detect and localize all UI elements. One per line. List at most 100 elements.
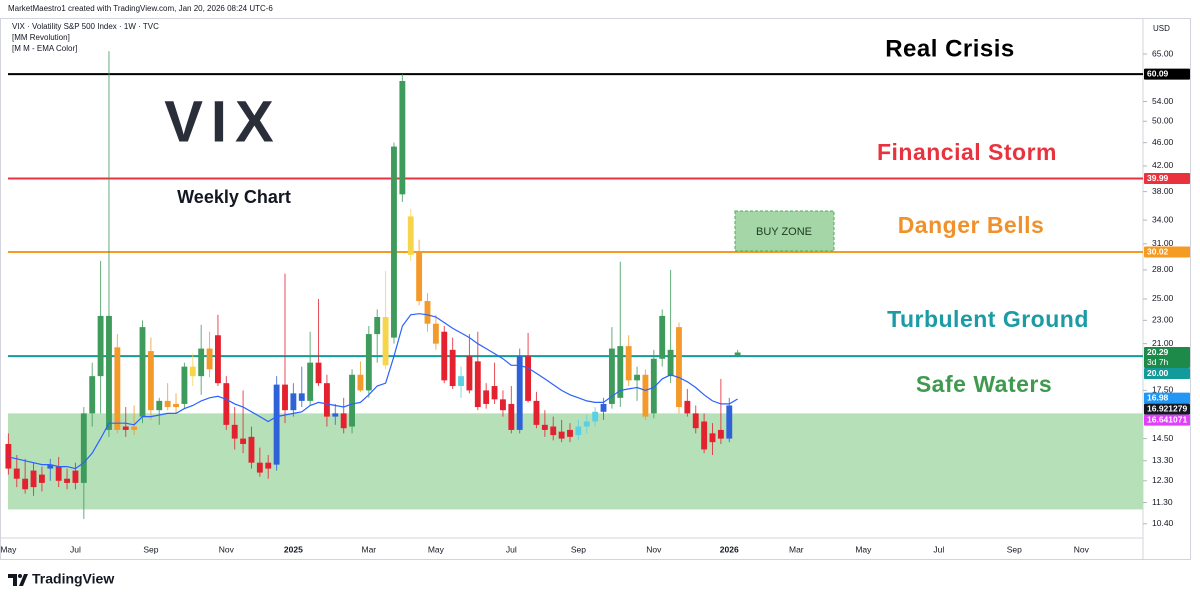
candle-body xyxy=(156,400,163,411)
currency: USD xyxy=(1153,24,1170,33)
y-tick-label: 10.40 xyxy=(1152,518,1174,528)
candle-body xyxy=(659,315,666,359)
candle-body xyxy=(634,374,640,381)
y-tick-label: 12.30 xyxy=(1152,475,1174,485)
candle-body xyxy=(290,393,297,411)
candle-body xyxy=(684,400,691,414)
candle-body xyxy=(491,386,498,400)
price-tag-label: 16.641071 xyxy=(1147,415,1187,425)
candle-body xyxy=(265,462,272,469)
y-tick-label: 11.30 xyxy=(1152,497,1173,507)
candle-body xyxy=(567,429,573,437)
candle-body xyxy=(424,301,431,324)
brand-logo xyxy=(8,574,28,586)
x-tick-label: Sep xyxy=(1007,544,1022,554)
candle-body xyxy=(709,433,716,443)
frame xyxy=(0,18,1191,560)
candle-body xyxy=(89,376,96,414)
candle-body xyxy=(692,413,699,429)
x-tick-label: Nov xyxy=(219,544,235,554)
indicator-name: [MM Revolution] xyxy=(12,33,70,42)
candle-body xyxy=(231,424,238,439)
candle-body xyxy=(80,413,87,483)
candle-body xyxy=(106,315,112,430)
candle-body xyxy=(122,426,129,430)
candle-body xyxy=(198,348,205,377)
candle-body xyxy=(206,348,213,370)
candle-body xyxy=(432,323,439,344)
y-tick-label: 25.00 xyxy=(1152,293,1174,303)
price-tag xyxy=(1144,392,1190,404)
candle-body xyxy=(30,470,37,488)
price-tag-label: 30.02 xyxy=(1147,246,1169,256)
countdown: 3d 7h xyxy=(1147,357,1169,367)
ema-line xyxy=(8,313,738,470)
candle-body xyxy=(5,443,12,469)
x-tick-label: Nov xyxy=(646,544,662,554)
candle-body xyxy=(583,421,590,427)
x-tick-label: 2025 xyxy=(284,544,303,554)
candle-body xyxy=(340,413,347,429)
candle-body xyxy=(466,356,473,391)
candle-body xyxy=(38,474,45,483)
zone-annotation: Real Crisis xyxy=(885,35,1015,62)
candle-body xyxy=(332,413,339,417)
price-tag xyxy=(1144,173,1190,185)
x-tick-label: Jul xyxy=(70,544,81,554)
candle-body xyxy=(114,347,121,430)
candle-body xyxy=(164,400,171,408)
candle-body xyxy=(215,335,221,384)
plot-area xyxy=(5,51,1143,519)
candle-body xyxy=(315,362,322,384)
x-tick-label: May xyxy=(428,544,445,554)
candle-body xyxy=(500,399,506,411)
candle-body xyxy=(608,348,615,404)
candle-body xyxy=(382,317,389,366)
candle-body xyxy=(734,352,741,357)
candle-body xyxy=(642,374,649,417)
candle-body xyxy=(474,361,481,408)
buy-zone-label: BUY ZONE xyxy=(756,226,812,238)
price-tag-label: 20.29 xyxy=(1147,347,1169,357)
candle-body xyxy=(600,403,607,412)
price-tag-label: 39.99 xyxy=(1147,173,1169,183)
indicator-name: [M M - EMA Color] xyxy=(12,44,77,53)
candle-body xyxy=(575,426,582,436)
price-tag xyxy=(1144,246,1190,258)
x-tick-label: May xyxy=(855,544,872,554)
x-tick-label: 2026 xyxy=(720,544,739,554)
price-tag-label: 60.09 xyxy=(1147,69,1169,79)
candle-body xyxy=(533,400,540,425)
candle-body xyxy=(55,466,62,481)
candle-body xyxy=(248,436,255,463)
candle-body xyxy=(391,146,397,338)
candle-body xyxy=(416,252,423,302)
candle-body xyxy=(483,390,490,404)
zone-annotation: Danger Bells xyxy=(898,212,1045,238)
candle-body xyxy=(323,383,330,417)
candle-body xyxy=(441,331,448,381)
price-tag xyxy=(1144,414,1190,426)
candle-body xyxy=(189,366,196,377)
candle-body xyxy=(173,403,179,408)
zone-annotation: Safe Waters xyxy=(916,371,1052,397)
candle-body xyxy=(223,383,230,425)
candle-body xyxy=(676,327,682,408)
candle-body xyxy=(273,384,280,465)
x-tick-label: Jul xyxy=(506,544,517,554)
x-tick-label: Mar xyxy=(362,544,377,554)
zone-annotation: Turbulent Ground xyxy=(887,306,1089,332)
candle-body xyxy=(558,431,565,439)
y-tick-label: 54.00 xyxy=(1152,96,1174,106)
candle-body xyxy=(726,405,733,439)
y-tick-label: 23.00 xyxy=(1152,315,1174,325)
x-tick-label: Jul xyxy=(933,544,944,554)
candle-body xyxy=(717,429,724,439)
candle-body xyxy=(374,317,381,335)
candle-body xyxy=(147,351,154,411)
watermark: VIX xyxy=(164,89,282,154)
candle-body xyxy=(240,438,247,444)
y-tick-label: 31.00 xyxy=(1152,238,1174,248)
